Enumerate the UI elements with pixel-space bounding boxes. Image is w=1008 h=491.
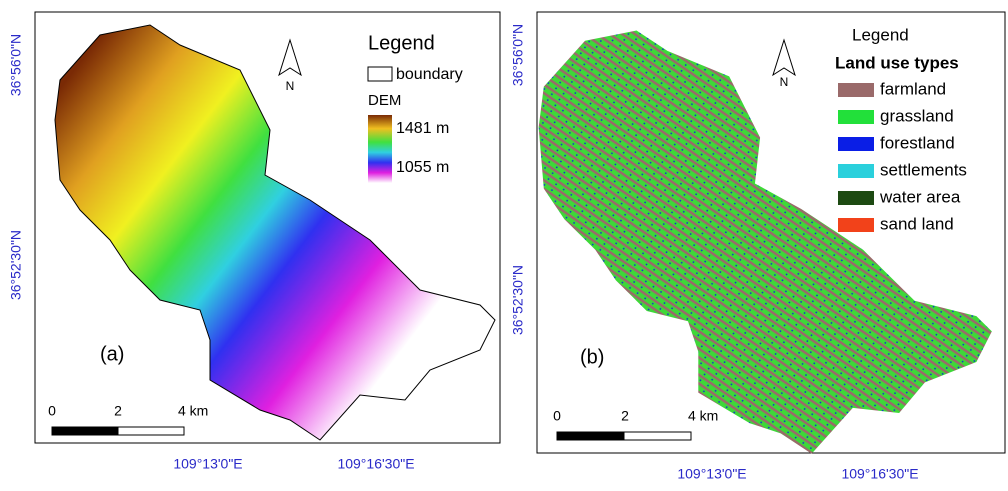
lon-label: 109°13'0"E <box>677 466 746 482</box>
scale-label: 0 <box>48 403 56 419</box>
legend-swatch <box>838 137 874 151</box>
legend-item: settlements <box>880 160 967 179</box>
scale-bar <box>117 426 185 436</box>
north-label: N <box>286 79 295 93</box>
legend-swatch <box>838 164 874 178</box>
legend-item: grassland <box>880 106 954 125</box>
north-label: N <box>780 75 789 89</box>
legend-swatch <box>838 110 874 124</box>
legend-title: Legend <box>368 32 435 54</box>
panel-label: (b) <box>580 346 604 368</box>
dem-ramp <box>368 115 392 183</box>
lat-label: 36°56'0"N <box>8 34 24 96</box>
lat-label: 36°56'0"N <box>510 24 526 86</box>
legend-subtitle: Land use types <box>835 53 959 72</box>
north-arrow <box>772 38 796 77</box>
legend-swatch <box>838 191 874 205</box>
dem-low: 1055 m <box>396 159 449 176</box>
dem-high: 1481 m <box>396 120 449 137</box>
legend-item: boundary <box>396 66 463 83</box>
legend-item: forestland <box>880 133 955 152</box>
lon-label: 109°16'30"E <box>337 456 414 472</box>
legend-subtitle: DEM <box>368 92 401 109</box>
scale-label: 4 km <box>178 403 208 419</box>
legend-item: sand land <box>880 214 954 233</box>
lat-label: 36°52'30"N <box>8 230 24 300</box>
scale-bar <box>623 431 692 441</box>
lat-label: 36°52'30"N <box>510 265 526 335</box>
panel-a: Legend boundary DEM 1481 m 1055 m N (a) … <box>8 11 501 472</box>
panel-b: Legend Land use types farmlandgrasslandf… <box>510 11 1006 482</box>
legend-swatch <box>838 83 874 97</box>
legend-title: Legend <box>852 25 909 44</box>
boundary-swatch <box>367 66 393 82</box>
scale-label: 2 <box>114 403 122 419</box>
scale-label: 0 <box>553 408 561 424</box>
legend-item: water area <box>879 187 961 206</box>
legend-item: farmland <box>880 79 946 98</box>
lon-label: 109°13'0"E <box>173 456 242 472</box>
panel-label: (a) <box>100 343 124 365</box>
north-arrow <box>278 38 302 77</box>
scale-bar <box>556 431 625 441</box>
legend-items: farmland grassland forestland settlements wa… <box>838 79 967 233</box>
scale-label: 4 km <box>688 408 718 424</box>
scale-bar <box>51 426 119 436</box>
legend-swatch <box>838 218 874 232</box>
scale-label: 2 <box>621 408 629 424</box>
lon-label: 109°16'30"E <box>841 466 918 482</box>
